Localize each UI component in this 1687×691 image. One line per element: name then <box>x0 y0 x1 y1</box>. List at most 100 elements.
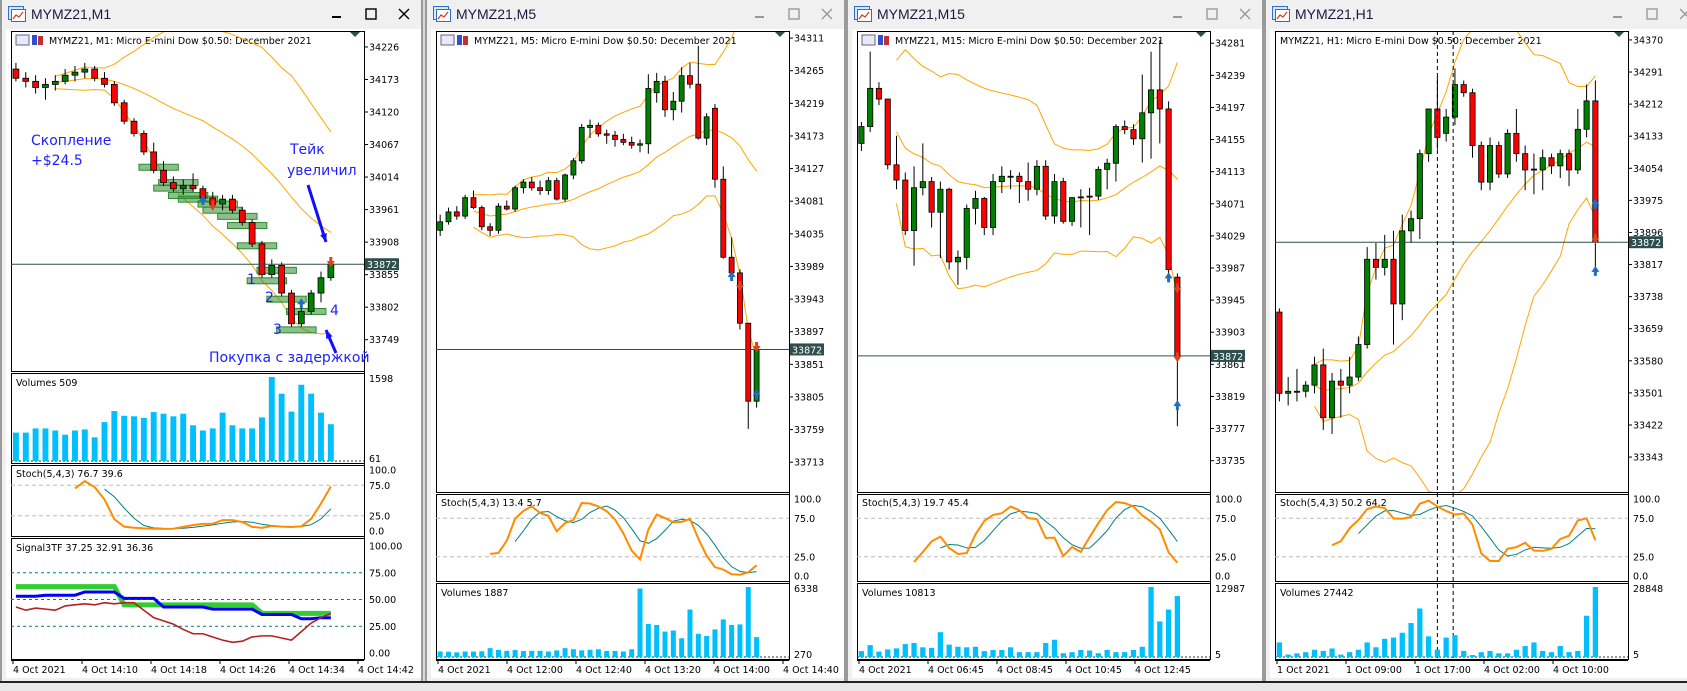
maximize-button[interactable] <box>1194 1 1228 27</box>
bull-candle-body <box>1451 84 1458 118</box>
candle <box>1539 149 1546 191</box>
candle <box>1121 120 1128 135</box>
minimize-button[interactable] <box>1600 1 1634 27</box>
buy-arrow-icon[interactable] <box>1591 198 1600 209</box>
chart-shift-marker-icon[interactable] <box>775 32 785 37</box>
buy-arrow-icon[interactable] <box>727 270 736 281</box>
candle <box>1522 145 1529 191</box>
volume-bar <box>487 648 493 657</box>
price-plot[interactable] <box>1276 19 1599 497</box>
chart-canvas[interactable]: MYMZ21, M15: Micro E-mini Dow $0.50: Dec… <box>848 0 1264 681</box>
bull-candle-body <box>858 126 865 144</box>
close-button[interactable] <box>387 1 421 27</box>
price-label: 33943 <box>794 295 824 306</box>
window-titlebar[interactable]: MYMZ21,M5 <box>427 0 844 28</box>
sell-arrow-icon[interactable] <box>735 281 744 292</box>
price-plot[interactable] <box>858 40 1181 427</box>
minimize-button[interactable] <box>319 1 353 27</box>
buy-arrow-icon[interactable] <box>198 195 207 206</box>
bull-candle-body <box>670 100 677 111</box>
price-plot[interactable] <box>437 0 760 429</box>
price-label: 33819 <box>1215 392 1245 403</box>
bookmark-icon[interactable] <box>884 36 889 45</box>
properties-icon[interactable] <box>440 34 455 46</box>
chart-symbol-description: MYMZ21, H1: Micro E-mini Dow $0.50: Dece… <box>1280 36 1542 47</box>
candle <box>219 194 226 211</box>
price-label: 33945 <box>1215 296 1245 307</box>
maximize-button[interactable] <box>776 1 810 27</box>
properties-icon[interactable] <box>861 34 876 46</box>
buy-arrow-icon[interactable] <box>1173 400 1182 411</box>
window-titlebar[interactable]: MYMZ21,M15 <box>848 0 1262 28</box>
bear-candle-body <box>101 77 108 85</box>
candle <box>1086 187 1093 236</box>
bear-candle-body <box>603 133 610 136</box>
close-button[interactable] <box>810 1 844 27</box>
volume-bar <box>1504 653 1511 657</box>
volume-bar <box>1399 632 1405 657</box>
sell-arrow-icon[interactable] <box>208 200 217 211</box>
close-button[interactable] <box>1668 1 1687 27</box>
candle <box>229 194 236 214</box>
bookmark-icon[interactable] <box>38 36 43 45</box>
candle <box>1293 368 1300 402</box>
time-label: 4 Oct 14:34 <box>289 665 345 676</box>
bookmark-icon[interactable] <box>32 35 37 45</box>
window-titlebar[interactable]: MYMZ21,M1 <box>2 0 421 28</box>
chart-shift-marker-icon[interactable] <box>350 32 360 37</box>
chart-window-m1[interactable]: MYMZ21,M1 MYMZ21, M1: Micro E-mini Dow $0… <box>0 0 423 681</box>
sell-arrow-icon[interactable] <box>752 342 761 353</box>
bear-candle-body <box>553 180 560 200</box>
price-label: 34155 <box>1215 135 1245 146</box>
sell-arrow-icon[interactable] <box>1173 283 1182 294</box>
bookmark-icon[interactable] <box>463 36 468 45</box>
price-plot[interactable] <box>12 26 335 335</box>
time-label: 4 Oct 14:26 <box>220 665 276 676</box>
price-label: 34212 <box>1633 100 1663 111</box>
sell-arrow-icon[interactable] <box>1591 233 1600 244</box>
chart-window-m5[interactable]: MYMZ21,M5 MYMZ21, M5: Micro E-mini Dow $0… <box>425 0 846 681</box>
sell-arrow-icon[interactable] <box>326 256 335 267</box>
bull-candle-body <box>562 174 568 200</box>
properties-icon[interactable] <box>15 34 30 46</box>
close-button[interactable] <box>1228 1 1262 27</box>
maximize-button[interactable] <box>1634 1 1668 27</box>
annotation-number: 4 <box>330 303 339 319</box>
minimize-button[interactable] <box>1160 1 1194 27</box>
chart-shift-marker-icon[interactable] <box>1196 32 1206 37</box>
volume-bar <box>612 650 618 657</box>
chart-canvas[interactable]: MYMZ21, M1: Micro E-mini Dow $0.50: Dece… <box>2 0 423 681</box>
signal3tf-blue-line <box>15 590 331 621</box>
buy-arrow-icon[interactable] <box>297 298 306 309</box>
buy-arrow-icon[interactable] <box>1591 265 1600 276</box>
price-label: 34311 <box>794 34 824 45</box>
bookmark-icon[interactable] <box>457 35 462 45</box>
order-zone <box>266 295 307 303</box>
window-title: MYMZ21,M5 <box>456 6 537 22</box>
volume-bar <box>62 434 69 461</box>
signal3tf-level-label: 25.00 <box>369 622 396 633</box>
bookmark-icon[interactable] <box>878 35 883 45</box>
time-label: 1 Oct 2021 <box>1277 665 1330 676</box>
candle <box>288 289 295 327</box>
bear-candle-body <box>170 182 177 190</box>
chart-window-m15[interactable]: MYMZ21,M15 MYMZ21, M15: Micro E-mini Dow … <box>846 0 1264 681</box>
window-titlebar[interactable]: MYMZ21,H1 <box>1266 0 1687 28</box>
maximize-button[interactable] <box>353 1 387 27</box>
chart-canvas[interactable]: MYMZ21, H1: Micro E-mini Dow $0.50: Dece… <box>1266 0 1687 681</box>
volume-bar <box>52 430 59 461</box>
candle <box>712 104 718 188</box>
chart-shift-marker-icon[interactable] <box>1614 32 1624 37</box>
order-zone <box>138 163 179 171</box>
buy-arrow-icon[interactable] <box>752 389 761 400</box>
price-label: 34127 <box>794 164 824 175</box>
bull-candle-body <box>307 292 315 312</box>
chart-canvas[interactable]: MYMZ21, M5: Micro E-mini Dow $0.50: Dece… <box>427 0 846 681</box>
chart-window-h1[interactable]: MYMZ21,H1 MYMZ21, H1: Micro E-mini Dow $0… <box>1264 0 1687 681</box>
volume-bar <box>937 632 944 657</box>
buy-arrow-icon[interactable] <box>1164 272 1173 283</box>
volume-bar <box>867 645 873 657</box>
minimize-button[interactable] <box>742 1 776 27</box>
sell-arrow-icon[interactable] <box>1173 352 1182 363</box>
minimize-icon <box>755 16 764 18</box>
